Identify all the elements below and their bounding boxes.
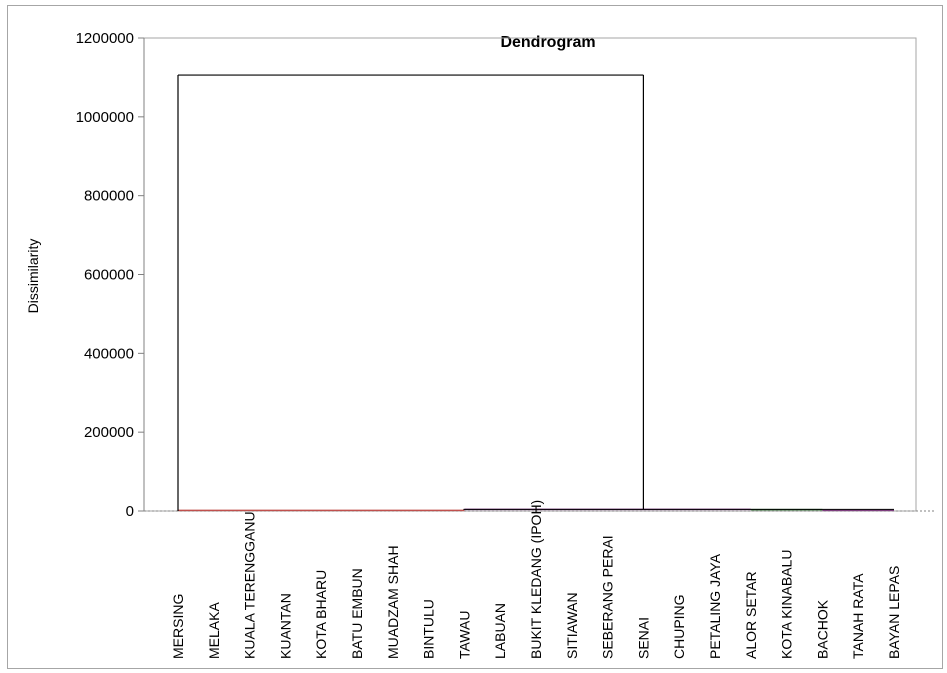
leaf-label: SEBERANG PERAI	[600, 535, 616, 659]
leaf-label: TAWAU	[456, 611, 472, 659]
y-tick-label: 0	[126, 503, 134, 520]
leaf-label: MUADZAM SHAH	[385, 545, 401, 659]
dendrogram-chart: Dendrogram Dissimilarity 0 200000 400000 60…	[25, 30, 936, 659]
y-tick-label: 400000	[84, 345, 134, 362]
leaf-label: TANAH RATA	[850, 573, 866, 659]
leaf-label: LABUAN	[492, 603, 508, 659]
leaf-label: BUKIT KLEDANG (IPOH)	[528, 500, 544, 659]
chart-title: Dendrogram	[500, 34, 595, 51]
plot-area: 0 200000 400000 600000 800000 1000000 1200000 M…	[76, 30, 936, 659]
plot-border	[143, 37, 917, 512]
leaf-label: BATU EMBUN	[349, 568, 365, 659]
y-tick-label: 1200000	[76, 30, 134, 47]
leaf-label: SENAI	[635, 617, 651, 659]
leaf-label: CHUPING	[671, 594, 687, 659]
leaf-label: KUALA TERENGGANU	[242, 511, 258, 659]
leaf-label: KUANTAN	[277, 593, 293, 659]
leaf-label: BINTULU	[421, 599, 437, 659]
y-tick-label: 1000000	[76, 109, 134, 126]
leaf-label: PETALING JAYA	[707, 553, 723, 659]
leaf-label: KOTA KINABALU	[779, 550, 795, 659]
leaf-label: BACHOK	[814, 599, 830, 659]
y-tick-label: 800000	[84, 188, 134, 205]
leaf-label: SITIAWAN	[564, 592, 580, 659]
leaf-label: MELAKA	[206, 602, 222, 659]
leaf-label: KOTA BHARU	[313, 570, 329, 659]
leaf-label: ALOR SETAR	[743, 571, 759, 659]
chart-frame: Dendrogram Dissimilarity 0 200000 400000 60…	[7, 5, 943, 669]
leaf-label: MERSING	[170, 594, 186, 659]
y-axis-title: Dissimilarity	[25, 239, 41, 314]
y-tick-label: 200000	[84, 424, 134, 441]
leaf-label: BAYAN LEPAS	[886, 566, 902, 659]
y-tick-label: 600000	[84, 267, 134, 284]
